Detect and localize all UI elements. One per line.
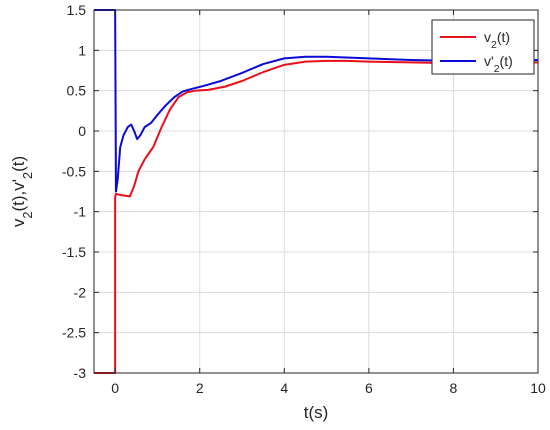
grid (94, 9, 539, 374)
x-tick-label: 10 (530, 380, 546, 396)
y-tick-label: 1 (78, 42, 86, 58)
y-tick-label: -1.5 (62, 244, 86, 260)
series-line (94, 59, 539, 374)
y-tick-label: 0.5 (67, 83, 87, 99)
y-axis-label: v2(t),v'2(t) (9, 156, 35, 227)
y-tick-label: 0 (78, 123, 86, 139)
legend-label: v'2(t) (484, 53, 513, 75)
x-tick-label: 4 (280, 380, 288, 396)
x-axis-label: t(s) (304, 403, 329, 422)
y-tick-label: -2 (74, 284, 87, 300)
series-line (94, 9, 539, 193)
series-layer (94, 9, 539, 374)
legend-box (431, 19, 535, 75)
y-tick-label: -3 (74, 365, 87, 381)
y-tick-label: -2.5 (62, 325, 86, 341)
x-tick-label: 6 (365, 380, 373, 396)
plot-frame (93, 9, 539, 374)
x-tick-label: 8 (450, 380, 458, 396)
x-tick-label: 0 (111, 380, 119, 396)
y-tick-label: 1.5 (67, 2, 87, 18)
x-tick-label: 2 (196, 380, 204, 396)
legend: v2(t)v'2(t) (431, 19, 535, 75)
ticks: 0 2 4 6 8 10 -3 -2.5 -2 -1.5 -1 -0.5 0 0.5 1 1.5 (62, 2, 546, 396)
y-tick-label: -0.5 (62, 163, 86, 179)
y-tick-label: -1 (74, 204, 87, 220)
legend-label: v2(t) (484, 29, 510, 51)
